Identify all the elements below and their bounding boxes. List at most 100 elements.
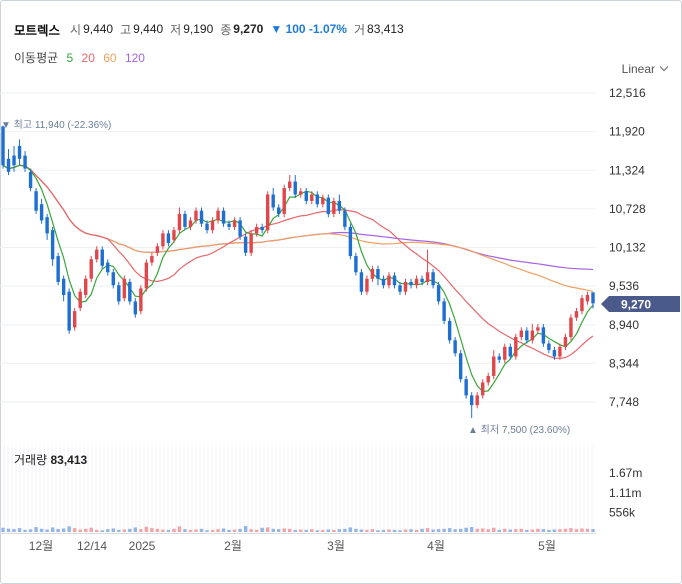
x-tick-label: 12월 — [29, 539, 53, 553]
volume-bar — [249, 529, 253, 532]
price-badge: 9,270 — [601, 296, 680, 312]
candle-body — [414, 278, 419, 286]
volume-bar — [34, 527, 38, 532]
volume-panel-label: 거래량 83,413 — [14, 451, 87, 468]
candle-body — [161, 233, 165, 247]
candle-body — [475, 395, 479, 406]
ma-5-line — [2, 164, 594, 393]
volume-bar — [227, 529, 231, 532]
candle-body — [310, 194, 314, 201]
candles — [1, 125, 595, 419]
volume-bar — [481, 528, 485, 532]
volume-bar — [166, 529, 171, 532]
y-tick-label: 8,940 — [609, 318, 639, 332]
volume-tick-label: 1.67m — [609, 466, 642, 480]
volume-bar — [376, 530, 380, 532]
volume-bars — [1, 525, 595, 532]
volume-bar — [469, 527, 474, 532]
candle-body — [61, 278, 66, 295]
volume-bar — [332, 529, 336, 532]
candle-body — [514, 337, 518, 357]
volume-bar — [514, 529, 518, 532]
y-tick-label: 10,728 — [609, 202, 646, 216]
candle-body — [128, 281, 132, 302]
candle-body — [481, 382, 485, 396]
ma-60-label[interactable]: 60 — [103, 51, 117, 65]
y-tick-label: 8,344 — [609, 356, 639, 370]
candle-body — [133, 301, 138, 315]
volume-bar — [580, 528, 584, 532]
volume-bar — [78, 529, 82, 532]
candle-body — [326, 197, 331, 214]
candle-body — [117, 285, 121, 302]
candle-body — [376, 269, 380, 279]
volume-bar — [6, 528, 11, 532]
candle-body — [547, 343, 551, 351]
candle-body — [354, 256, 358, 273]
candle-body — [365, 278, 369, 292]
volume-bar — [525, 529, 529, 532]
candle-body — [111, 272, 115, 286]
volume-label: 거 — [353, 22, 366, 37]
volume-bar — [199, 528, 204, 532]
down-arrow-icon: ▼ — [270, 22, 283, 36]
candle-body — [12, 155, 16, 166]
volume-bar — [144, 526, 149, 532]
candle-body — [238, 220, 242, 237]
annotations: ▼ 최고 11,940 (-22.36%) ▲ 최저 7,500 (23.60%) — [1, 119, 570, 436]
scale-dropdown[interactable]: Linear — [622, 62, 669, 76]
candle-body — [50, 230, 55, 260]
volume-bar — [95, 529, 99, 532]
y-tick-label: 9,536 — [609, 279, 639, 293]
candle-body — [486, 375, 490, 383]
volume-bar — [442, 528, 446, 532]
volume-bar — [547, 529, 551, 532]
low-value: 9,190 — [183, 22, 214, 36]
volume-bar — [409, 529, 413, 532]
high-value: 9,440 — [133, 22, 164, 36]
candle-body — [172, 230, 176, 240]
volume-bar — [177, 526, 182, 532]
candle-body — [409, 281, 413, 286]
candle-body — [227, 223, 231, 227]
candle-body — [442, 301, 446, 321]
volume-bar — [414, 529, 419, 532]
candle-body — [34, 191, 38, 211]
ma-5-label[interactable]: 5 — [66, 51, 74, 65]
volume-bar — [56, 528, 60, 532]
candle-body — [205, 223, 209, 231]
candle-body — [17, 145, 22, 159]
candle-body — [210, 220, 215, 231]
volume-bar — [530, 529, 535, 532]
volume-bar — [155, 528, 160, 532]
volume-bar — [221, 528, 226, 532]
volume-bar — [359, 529, 364, 532]
volume-bar — [111, 528, 115, 532]
volume-bar — [392, 529, 397, 532]
candle-body — [243, 236, 248, 253]
candle-body — [469, 395, 474, 406]
candle-body — [552, 350, 557, 357]
date-axis: 12월 12/14 2025 2월 3월 4월 5월 — [0, 533, 596, 553]
candle-body — [503, 346, 507, 360]
open-label: 시 — [70, 22, 82, 37]
candle-body — [188, 220, 193, 227]
volume-bar — [458, 528, 463, 532]
candle-body — [348, 226, 353, 257]
volume-bar — [585, 528, 590, 532]
high-annotation: ▼ 최고 11,940 (-22.36%) — [1, 119, 111, 131]
volume-bar — [205, 530, 209, 532]
change-amount: 100 — [285, 22, 306, 36]
x-tick-label: 4월 — [427, 539, 445, 553]
candle-body — [221, 210, 226, 224]
candle-body — [492, 356, 496, 376]
volume-bar — [541, 529, 546, 532]
ma-120-label[interactable]: 120 — [124, 51, 145, 65]
volume-bar — [563, 528, 568, 532]
ma-20-label[interactable]: 20 — [81, 51, 95, 65]
volume-bar — [12, 529, 16, 532]
volume-bar — [492, 527, 496, 532]
volume-bar — [398, 530, 402, 532]
candle-body — [1, 126, 5, 166]
